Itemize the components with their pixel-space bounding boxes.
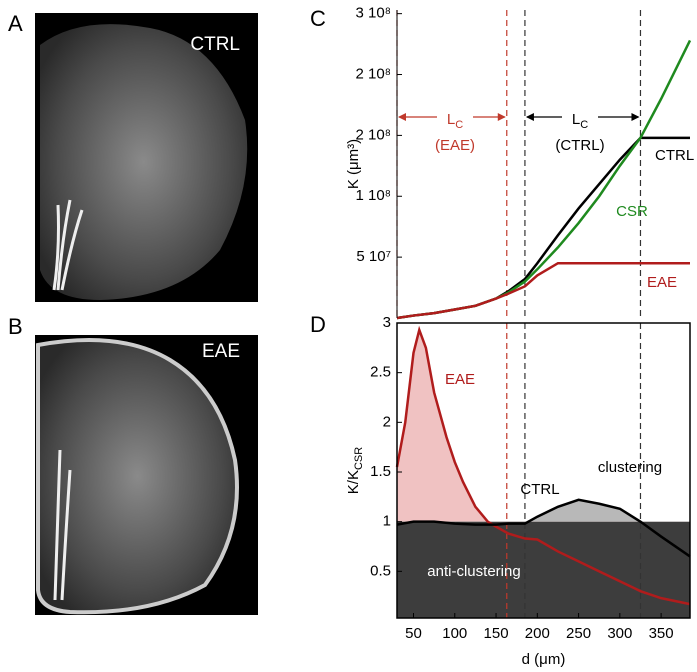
y-tick-label: 2 10⁸ — [355, 65, 391, 82]
y-tick-label: 1.5 — [370, 463, 391, 480]
y-tick-label: 0.5 — [370, 562, 391, 579]
area-fill — [397, 499, 690, 522]
annotation: anti-clustering — [427, 563, 520, 580]
x-tick-label: 250 — [566, 625, 591, 642]
y-axis-label: K/KCSR — [345, 447, 365, 494]
area-fill — [397, 329, 690, 522]
x-tick-label: 200 — [525, 625, 550, 642]
image-label: CTRL — [190, 34, 240, 55]
series-label: EAE — [445, 371, 475, 388]
annotation-sub: C — [455, 119, 463, 131]
annotation: clustering — [598, 459, 662, 476]
arrow-head — [631, 113, 640, 121]
x-tick-label: 350 — [649, 625, 674, 642]
annotation-line2: (EAE) — [435, 137, 475, 154]
annotation: LC — [447, 111, 463, 131]
image-label: EAE — [202, 341, 240, 362]
panel-label: B — [8, 314, 23, 339]
vessel-b — [53, 449, 72, 601]
series-line — [396, 261, 690, 320]
annotation-sub: C — [580, 119, 588, 131]
arrow-head — [525, 113, 534, 121]
series-label: EAE — [647, 274, 677, 291]
y-tick-label: 3 — [383, 314, 391, 331]
x-tick-label: 300 — [607, 625, 632, 642]
baseline-band — [397, 521, 690, 618]
y-axis-label: K (μm³) — [345, 139, 362, 189]
annotation-line2: (CTRL) — [555, 137, 604, 154]
y-axis-label-sub: CSR — [353, 447, 365, 470]
panel-label: D — [310, 312, 326, 337]
series-label: CTRL — [520, 481, 559, 498]
x-tick-label: 50 — [405, 625, 422, 642]
y-tick-label: 5 10⁷ — [356, 248, 391, 265]
y-tick-label: 2 10⁸ — [355, 126, 391, 143]
arrow-head — [497, 113, 506, 121]
annotation-main: clustering — [598, 459, 662, 476]
panel-label: C — [310, 6, 326, 31]
vessel-a — [52, 199, 84, 291]
annotation: LC — [572, 111, 588, 131]
annotation-main: L — [447, 111, 455, 128]
series-line — [396, 498, 691, 558]
y-tick-label: 3 10⁸ — [355, 5, 391, 22]
y-tick-label: 2 — [383, 413, 391, 430]
series-label: CSR — [616, 203, 648, 220]
tissue-a — [40, 24, 248, 301]
series-line — [396, 136, 690, 320]
series-label: CTRL — [655, 147, 694, 164]
annotation-main: anti-clustering — [427, 563, 520, 580]
x-axis-label: d (μm) — [522, 651, 566, 668]
annotation-main: L — [572, 111, 580, 128]
x-tick-label: 150 — [484, 625, 509, 642]
y-tick-label: 1 — [383, 513, 391, 530]
y-axis-label-main: K (μm³) — [345, 139, 362, 189]
panel-label: A — [8, 11, 23, 36]
plot-frame — [396, 322, 691, 619]
y-axis-label-main: K/K — [345, 470, 362, 494]
y-tick-label: 1 10⁸ — [355, 187, 391, 204]
x-tick-label: 100 — [442, 625, 467, 642]
y-tick-label: 2.5 — [370, 364, 391, 381]
tissue-b — [36, 338, 239, 615]
arrow-head — [398, 113, 406, 121]
